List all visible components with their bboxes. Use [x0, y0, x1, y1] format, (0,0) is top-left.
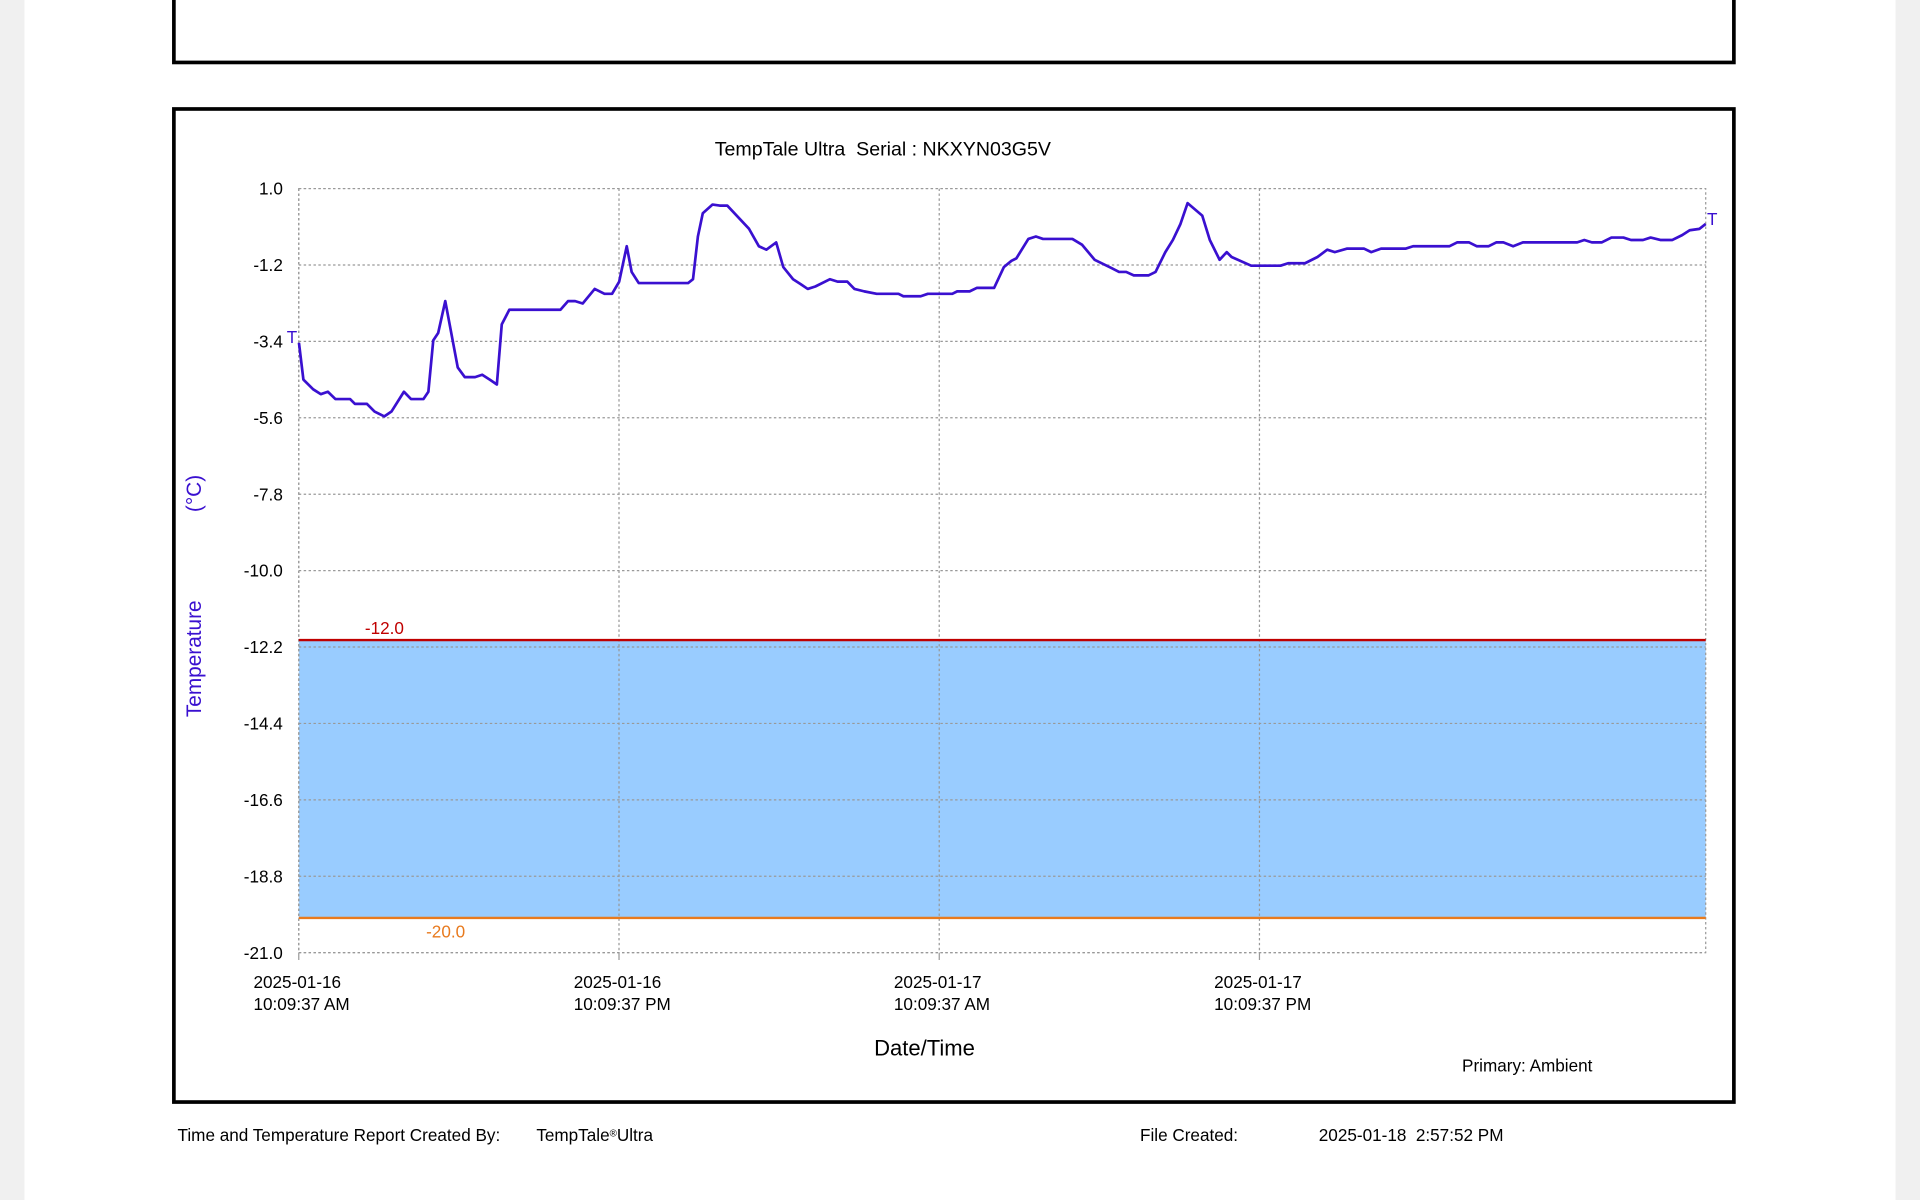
trip-mark: T	[1707, 209, 1718, 229]
temperature-line	[297, 201, 1707, 418]
y-tick-label: -7.8	[253, 484, 283, 504]
product-name: TempTale	[536, 1125, 609, 1145]
y-tick-label: -10.0	[244, 561, 283, 581]
y-tick-label: -16.6	[244, 790, 283, 810]
product-suffix: Ultra	[617, 1125, 654, 1145]
chart-title: TempTale Ultra Serial : NKXYN03G5V	[715, 139, 1051, 161]
x-tick-label-line: 10:09:37 AM	[253, 994, 349, 1014]
chart-frame	[172, 107, 1736, 1104]
x-axis-label: Date/Time	[874, 1036, 975, 1061]
footer-product: TempTale®Ultra	[536, 1125, 653, 1145]
registered-mark: ®	[610, 1128, 618, 1139]
previous-panel	[172, 0, 1736, 65]
y-axis-label: Temperature	[183, 600, 206, 717]
x-tick-label: 2025-01-17 10:09:37 PM	[1214, 972, 1311, 1014]
y-tick-label: -1.2	[253, 255, 283, 275]
y-tick-label: 1.0	[259, 179, 283, 199]
x-tick-label-line: 2025-01-17	[894, 972, 982, 992]
trip-mark: T	[287, 327, 298, 347]
y-tick-label: -12.2	[244, 637, 283, 657]
y-axis-unit: (°C)	[183, 475, 206, 512]
footer-created-by: Time and Temperature Report Created By:	[178, 1125, 501, 1145]
y-tick-label: -5.6	[253, 408, 283, 428]
y-tick-label: -18.8	[244, 866, 283, 886]
x-tick-label-line: 10:09:37 PM	[574, 994, 671, 1014]
threshold-label: -12.0	[365, 618, 404, 638]
x-tick-label: 2025-01-16 10:09:37 AM	[253, 972, 349, 1014]
y-tick-label: -3.4	[253, 332, 283, 352]
y-tick-label: -21.0	[244, 943, 283, 963]
footer-file-created-label: File Created:	[1140, 1125, 1238, 1145]
x-tick-label-line: 2025-01-17	[1214, 972, 1302, 992]
x-tick-label: 2025-01-17 10:09:37 AM	[894, 972, 990, 1014]
x-tick-label: 2025-01-16 10:09:37 PM	[574, 972, 671, 1014]
threshold-label: -20.0	[426, 922, 465, 942]
x-tick-label-line: 10:09:37 AM	[894, 994, 990, 1014]
plot: 1.0 -1.2 -3.4 -5.6 -7.8 -10.0 -12.2 -14.4 -16.6 -…	[244, 179, 1718, 1015]
plot-border	[298, 187, 1707, 954]
x-tick-label-line: 10:09:37 PM	[1214, 994, 1311, 1014]
acceptable-band	[298, 640, 1706, 918]
x-tick-label-line: 2025-01-16	[253, 972, 341, 992]
y-tick-label: -14.4	[244, 714, 284, 734]
legend-entry: Primary: Ambient	[1462, 1055, 1593, 1075]
footer-file-created: 2025-01-18 2:57:52 PM	[1319, 1125, 1504, 1145]
x-tick-label-line: 2025-01-16	[574, 972, 662, 992]
